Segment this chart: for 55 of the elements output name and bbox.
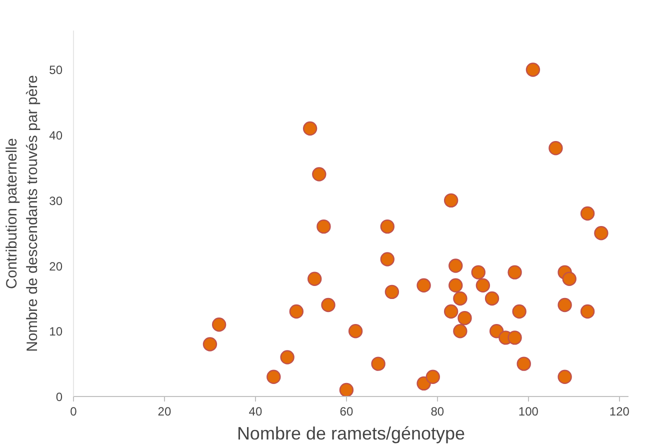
point [580, 304, 595, 319]
x-tick-label: 40 [248, 404, 262, 418]
point [548, 141, 563, 156]
point [448, 258, 463, 273]
point [526, 62, 540, 77]
y-tick-label: 10 [49, 324, 63, 339]
x-tick-label: 80 [430, 404, 444, 418]
point [348, 324, 363, 338]
y-tick-label: 30 [49, 194, 63, 208]
x-tick-label: 120 [609, 404, 630, 418]
y-tick-label: 0 [56, 390, 63, 404]
point [371, 356, 386, 371]
x-axis-title: Nombre de ramets/génotype [236, 424, 466, 444]
y-axis-title: Contribution paternelle Nombre de descendants trouvés par père [4, 75, 42, 352]
point [316, 219, 331, 234]
point [380, 219, 394, 234]
point [594, 226, 608, 240]
x-tick-label: 60 [340, 404, 354, 418]
y-tick-label: 40 [49, 128, 63, 143]
point [508, 265, 522, 280]
point [512, 304, 526, 319]
y-tick-label: 20 [49, 259, 63, 274]
point [321, 298, 336, 312]
point [289, 304, 304, 319]
point [562, 272, 576, 286]
point [266, 370, 281, 384]
point [453, 324, 468, 338]
point [448, 278, 463, 292]
point [416, 278, 431, 292]
point [558, 370, 572, 384]
point [302, 121, 318, 136]
point [280, 350, 294, 364]
point [508, 330, 522, 345]
x-tick-label: 100 [518, 404, 539, 418]
point [308, 272, 322, 286]
point [380, 252, 394, 266]
point [516, 356, 531, 371]
point [580, 206, 595, 221]
y-tick-label: 50 [49, 63, 63, 78]
point [476, 278, 490, 292]
point [558, 298, 572, 312]
point [384, 284, 400, 300]
x-tick-label: 0 [70, 404, 78, 418]
point [202, 337, 218, 352]
point [312, 167, 326, 182]
point [484, 291, 500, 306]
point [426, 370, 440, 384]
point [339, 382, 354, 396]
point [212, 318, 226, 332]
point [458, 310, 472, 326]
point [444, 304, 458, 319]
x-tick-label: 20 [158, 404, 172, 418]
point [444, 193, 458, 208]
point [453, 291, 468, 306]
point [471, 265, 486, 280]
